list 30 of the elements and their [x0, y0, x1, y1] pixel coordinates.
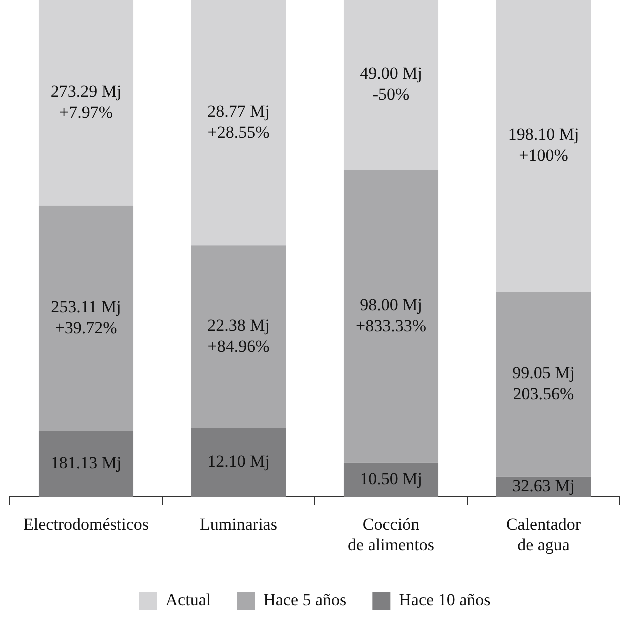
bar	[191, 0, 286, 246]
x-tick-label: Calentador de agua	[506, 514, 582, 554]
bar	[496, 0, 592, 292]
annotation: 49.00 Mj -50%	[360, 64, 422, 104]
bar	[38, 431, 134, 498]
annotation: 98.00 Mj +833.33%	[356, 296, 426, 336]
legend-label: Actual	[166, 590, 212, 610]
bar	[496, 292, 592, 477]
bar	[38, 0, 134, 206]
bar	[344, 462, 439, 498]
bar	[344, 170, 439, 463]
annotation: 12.10 Mj	[208, 452, 270, 472]
annotation: 32.63 Mj	[512, 476, 575, 496]
legend-label: Hace 5 años	[264, 590, 347, 610]
annotation: 22.38 Mj +84.96%	[208, 316, 270, 356]
x-tick-label: Luminarias	[200, 514, 278, 534]
bar	[344, 0, 439, 171]
annotation: 198.10 Mj +100%	[508, 125, 580, 166]
x-tick-label: Cocción de alimentos	[348, 514, 434, 554]
annotation: 253.11 Mj +39.72%	[51, 297, 122, 338]
bar	[191, 246, 286, 428]
annotation: 99.05 Mj 203.56%	[512, 364, 575, 404]
annotation: 10.50 Mj	[360, 470, 422, 489]
legend-label: Hace 10 años	[399, 590, 491, 610]
bar	[38, 206, 134, 432]
bar	[191, 428, 286, 498]
x-tick-label: Electrodomésticos	[23, 514, 150, 534]
annotation: 28.77 Mj +28.55%	[208, 102, 270, 142]
annotation: 181.13 Mj	[50, 454, 122, 473]
annotation: 273.29 Mj +7.97%	[50, 82, 122, 122]
